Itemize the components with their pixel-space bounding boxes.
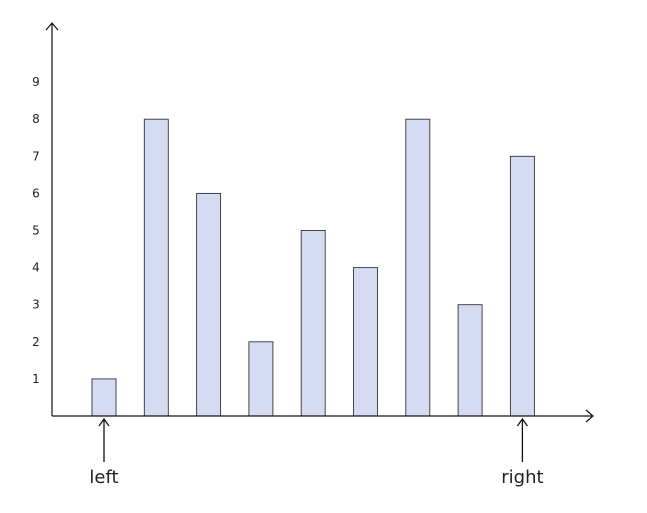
bar	[196, 192, 222, 417]
bar	[457, 304, 483, 417]
bar	[353, 267, 378, 417]
y-tick-label: 7	[32, 149, 40, 163]
bar	[143, 118, 169, 417]
y-tick-label: 1	[32, 372, 40, 386]
pointer-arrow-head	[516, 417, 528, 427]
pointers: left right	[89, 417, 544, 488]
y-tick-label: 2	[32, 335, 40, 349]
bars	[91, 118, 535, 417]
pointer-label-left: left	[89, 467, 118, 488]
pointer-right: right	[501, 417, 544, 488]
bar	[91, 378, 117, 417]
y-tick-labels: 1 2 3 4 5 6 7 8 9	[32, 75, 40, 386]
pointer-arrow-head	[98, 417, 110, 427]
y-tick-label: 4	[32, 261, 40, 275]
x-axis-arrow	[585, 409, 594, 423]
bar	[248, 341, 274, 417]
y-tick-label: 9	[32, 75, 40, 89]
y-tick-label: 3	[32, 298, 40, 312]
y-tick-label: 6	[32, 186, 40, 200]
pointer-label-right: right	[501, 467, 543, 488]
pointer-left: left	[89, 417, 119, 488]
bar	[509, 155, 535, 417]
bar	[405, 118, 431, 417]
bar	[300, 230, 326, 417]
y-tick-label: 5	[32, 224, 40, 238]
y-axis-arrow	[45, 22, 59, 31]
y-tick-label: 8	[32, 112, 40, 126]
